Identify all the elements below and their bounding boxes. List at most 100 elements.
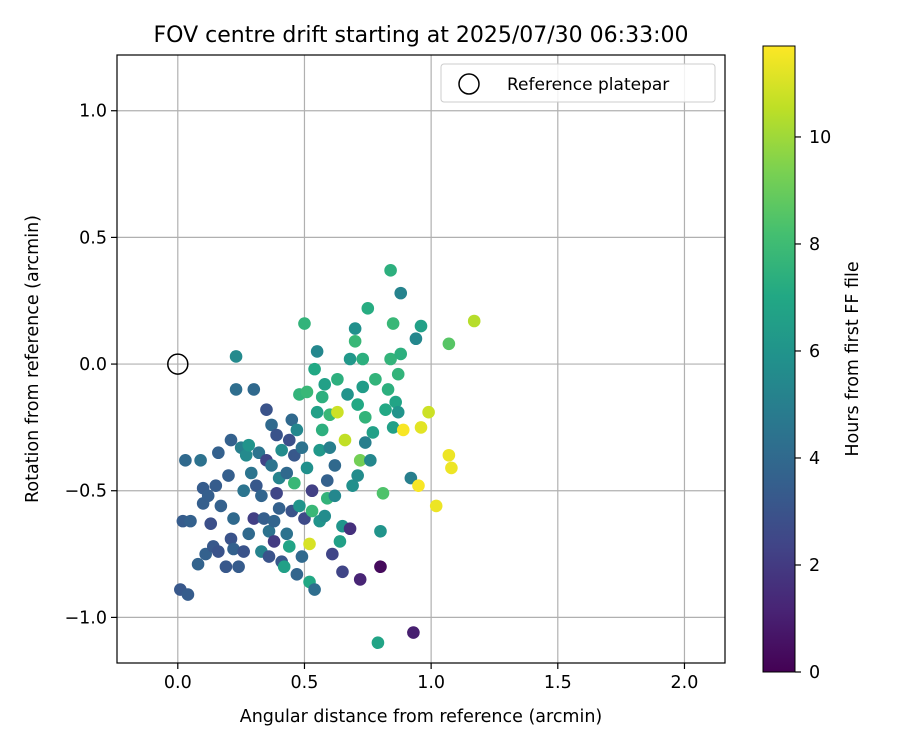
legend-reference-label: Reference platepar — [507, 75, 669, 95]
data-point — [232, 560, 245, 574]
data-point — [214, 499, 228, 513]
data-point — [374, 524, 387, 538]
data-point — [442, 448, 456, 462]
data-point — [313, 443, 326, 457]
data-point — [179, 454, 192, 467]
data-point — [300, 461, 314, 475]
data-point — [219, 560, 233, 574]
data-point — [267, 514, 281, 528]
data-point — [407, 626, 420, 639]
data-point — [295, 441, 309, 454]
data-point — [356, 352, 370, 366]
y-tick-label: −0.5 — [65, 482, 108, 502]
data-point — [361, 302, 375, 315]
data-point — [262, 524, 276, 538]
data-point — [227, 542, 240, 556]
data-point — [336, 565, 349, 579]
y-axis-label: Rotation from reference (arcmin) — [23, 215, 43, 503]
x-tick-label: 0.0 — [164, 673, 192, 693]
colorbar-label: Hours from first FF file — [843, 261, 863, 456]
data-point — [351, 469, 364, 482]
data-point — [386, 317, 400, 330]
data-point — [308, 583, 321, 596]
data-point — [343, 352, 357, 366]
data-point — [305, 484, 319, 498]
colorbar-tick-label: 8 — [809, 235, 820, 255]
data-point — [308, 362, 321, 376]
data-point — [262, 550, 276, 563]
data-point — [227, 512, 240, 525]
data-point — [295, 550, 309, 563]
x-axis-label: Angular distance from reference (arcmin) — [240, 707, 603, 727]
data-point — [270, 428, 283, 442]
data-point — [409, 332, 423, 346]
legend: Reference platepar — [440, 63, 716, 103]
y-tick-label: 0.5 — [79, 228, 107, 248]
data-point — [467, 314, 481, 328]
data-point — [280, 466, 294, 480]
data-point — [442, 337, 456, 351]
y-tick-label: 0.0 — [79, 355, 107, 375]
data-point — [244, 466, 258, 480]
data-point — [331, 405, 344, 419]
x-axis-ticks: 0.0 0.5 1.0 1.5 2.0 — [164, 663, 698, 693]
data-point — [255, 489, 268, 503]
data-point — [300, 385, 314, 399]
colorbar-tick-label: 2 — [809, 556, 820, 576]
data-point — [272, 502, 286, 515]
data-point — [224, 433, 238, 447]
data-point — [310, 405, 324, 419]
data-point — [348, 322, 362, 335]
data-point — [247, 383, 261, 396]
data-point — [389, 395, 402, 409]
data-point — [356, 380, 370, 394]
data-point — [257, 512, 271, 525]
data-point — [364, 454, 377, 467]
data-point — [358, 410, 372, 424]
data-point — [212, 545, 225, 558]
plot-frame — [116, 54, 726, 664]
colorbar-tick-label: 0 — [809, 663, 820, 683]
data-point — [391, 367, 405, 381]
data-point — [282, 433, 296, 447]
data-point — [374, 560, 387, 574]
data-point — [394, 286, 408, 300]
colorbar-tick-label: 6 — [809, 342, 820, 362]
data-point — [338, 433, 352, 447]
data-point — [242, 438, 256, 452]
data-point — [282, 540, 296, 553]
data-point — [371, 636, 385, 650]
data-point — [328, 459, 342, 472]
data-point — [412, 479, 425, 492]
data-point — [315, 390, 329, 404]
data-point — [250, 479, 263, 492]
data-point — [242, 527, 256, 541]
reference-platepar-marker — [167, 353, 189, 375]
data-point — [353, 573, 367, 586]
data-point — [229, 383, 243, 396]
data-point — [293, 499, 306, 513]
data-point — [237, 484, 250, 498]
data-point — [422, 405, 435, 419]
data-point — [318, 509, 332, 523]
data-point — [290, 423, 304, 437]
data-point — [396, 423, 410, 437]
data-point — [391, 405, 405, 419]
data-points — [174, 264, 481, 650]
data-point — [343, 522, 357, 536]
data-point — [331, 372, 344, 386]
data-point — [414, 319, 428, 333]
colorbar-tick-label: 10 — [809, 128, 831, 148]
data-point — [237, 545, 250, 558]
data-point — [277, 560, 291, 574]
x-tick-label: 1.0 — [417, 673, 445, 693]
data-point — [280, 527, 294, 541]
data-point — [247, 512, 261, 525]
y-tick-label: 1.0 — [79, 102, 107, 122]
data-point — [353, 454, 367, 467]
data-point — [379, 403, 392, 416]
data-point — [285, 413, 299, 427]
data-point — [229, 350, 243, 363]
data-point — [351, 398, 364, 411]
